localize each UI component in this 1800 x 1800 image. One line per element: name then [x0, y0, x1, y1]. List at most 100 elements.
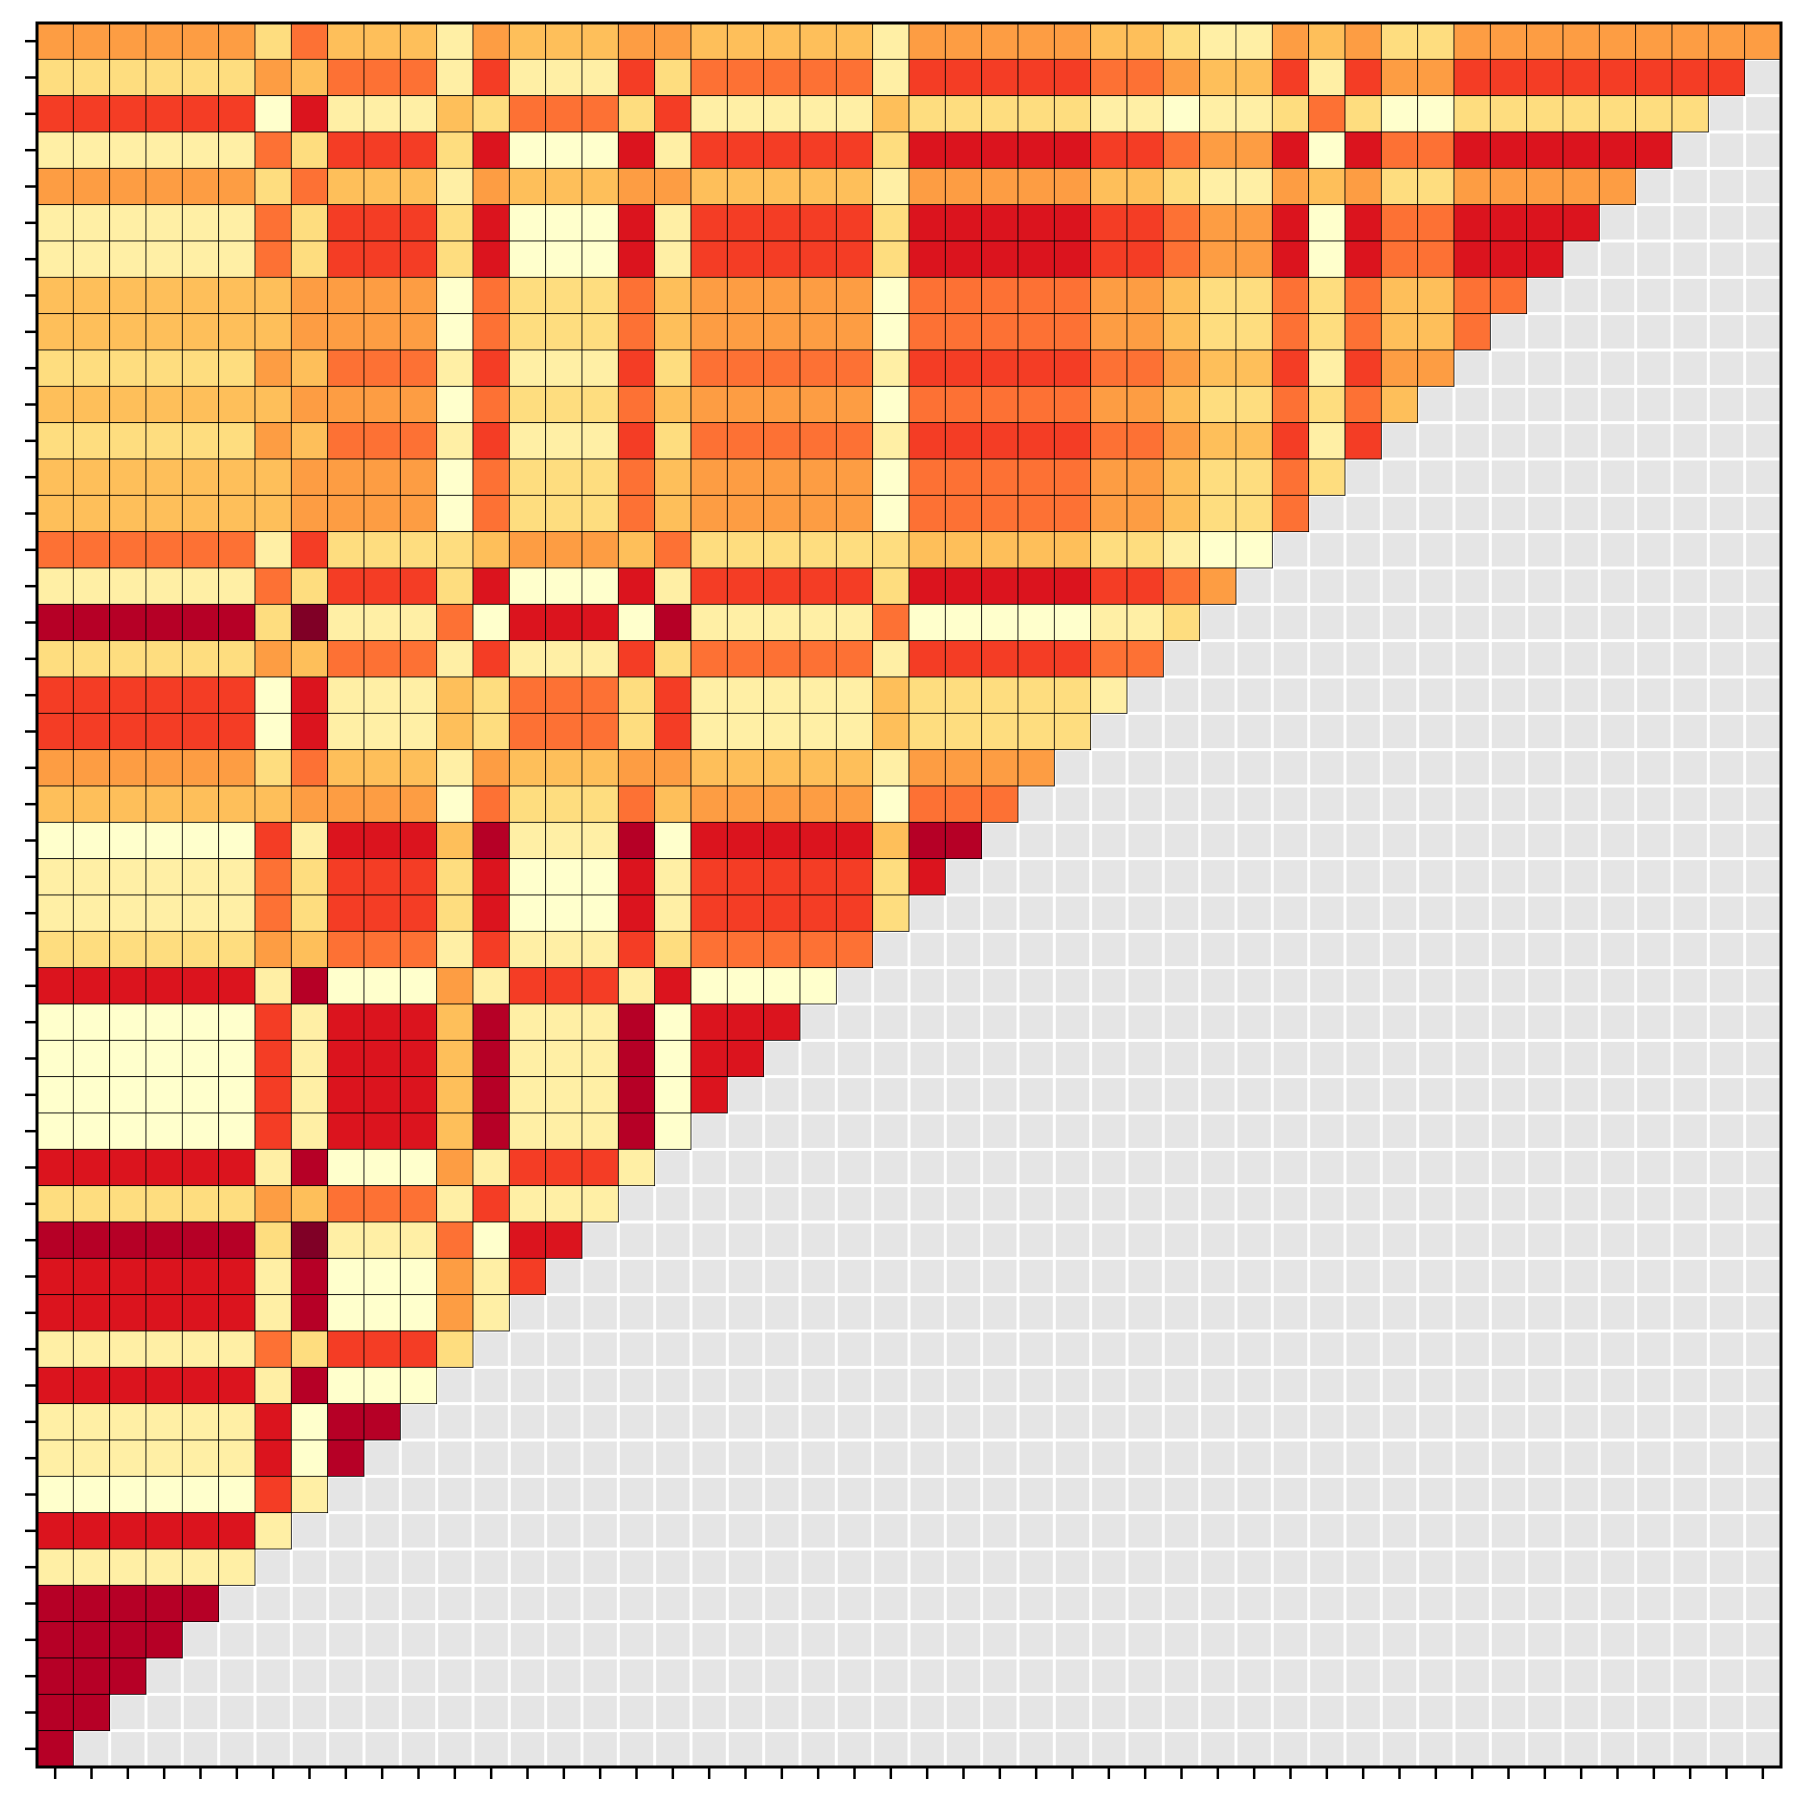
heatmap-cell: [290, 95, 329, 133]
heatmap-cell: [872, 385, 910, 424]
heatmap-cell: [617, 95, 656, 133]
heatmap-cell: [581, 930, 619, 969]
heatmap-cell: [36, 821, 74, 860]
heatmap-cell: [36, 494, 74, 533]
heatmap-cell: [654, 240, 692, 278]
heatmap-cell: [218, 276, 256, 315]
heatmap-cell: [72, 95, 111, 133]
heatmap-cell: [545, 821, 583, 860]
heatmap-cell: [1126, 167, 1164, 206]
heatmap-cell: [690, 821, 728, 860]
heatmap-cell: [654, 22, 692, 60]
heatmap-cell: [399, 1148, 438, 1187]
heatmap-cell: [145, 1475, 183, 1514]
heatmap-cell: [109, 603, 147, 642]
heatmap-cell: [508, 494, 547, 533]
heatmap-cell: [1235, 167, 1273, 206]
heatmap-cell: [654, 349, 692, 387]
heatmap-cell: [472, 967, 510, 1005]
heatmap-cell: [399, 385, 438, 424]
heatmap-cell: [363, 749, 401, 787]
heatmap-cell: [908, 385, 946, 424]
heatmap-cell: [399, 676, 438, 714]
heatmap-cell: [944, 349, 983, 387]
heatmap-cell: [1126, 640, 1164, 678]
heatmap-cell: [472, 204, 510, 242]
heatmap-cell: [72, 58, 111, 97]
heatmap-cell: [472, 1148, 510, 1187]
heatmap-cell: [763, 531, 801, 569]
heatmap-cell: [436, 821, 474, 860]
heatmap-cell: [109, 1294, 147, 1332]
heatmap-cell: [109, 385, 147, 424]
heatmap-cell: [726, 531, 765, 569]
heatmap-cell: [327, 1076, 365, 1114]
heatmap-cell: [581, 458, 619, 496]
heatmap-cell: [36, 240, 74, 278]
heatmap-cell: [72, 313, 111, 351]
heatmap-cell: [436, 1112, 474, 1150]
heatmap-cell: [981, 640, 1019, 678]
heatmap-cell: [763, 58, 801, 97]
heatmap-cell: [181, 1294, 220, 1332]
heatmap-cell: [72, 1076, 111, 1114]
heatmap-cell: [944, 821, 983, 860]
heatmap-cell: [545, 712, 583, 751]
heatmap-cell: [508, 531, 547, 569]
heatmap-cell: [145, 967, 183, 1005]
heatmap-cell: [545, 167, 583, 206]
heatmap-cell: [181, 1076, 220, 1114]
heatmap-cell: [726, 494, 765, 533]
heatmap-cell: [654, 95, 692, 133]
heatmap-cell: [1053, 385, 1092, 424]
heatmap-cell: [1417, 276, 1455, 315]
heatmap-cell: [218, 894, 256, 932]
heatmap-cell: [254, 1475, 292, 1514]
heatmap-cell: [290, 494, 329, 533]
heatmap-cell: [254, 22, 292, 60]
heatmap-cell: [581, 531, 619, 569]
heatmap-cell: [1126, 349, 1164, 387]
heatmap-cell: [1562, 131, 1600, 169]
heatmap-cell: [327, 676, 365, 714]
heatmap-cell: [218, 95, 256, 133]
heatmap-cell: [36, 422, 74, 460]
heatmap-cell: [72, 967, 111, 1005]
heatmap-cell: [145, 676, 183, 714]
heatmap-cell: [72, 1148, 111, 1187]
heatmap-cell: [218, 967, 256, 1005]
heatmap-cell: [581, 749, 619, 787]
heatmap-cell: [218, 240, 256, 278]
heatmap-cell: [908, 603, 946, 642]
heatmap-cell: [508, 204, 547, 242]
heatmap-cell: [617, 1148, 656, 1187]
heatmap-cell: [1053, 22, 1092, 60]
heatmap-cell: [363, 167, 401, 206]
heatmap-cell: [1235, 349, 1273, 387]
heatmap-cell: [1417, 95, 1455, 133]
heatmap-cell: [1380, 95, 1419, 133]
heatmap-cell: [218, 712, 256, 751]
heatmap-cell: [617, 349, 656, 387]
heatmap-cell: [1271, 22, 1310, 60]
heatmap-cell: [472, 1003, 510, 1041]
heatmap-cell: [1090, 313, 1128, 351]
heatmap-cell: [1235, 240, 1273, 278]
heatmap-cell: [436, 204, 474, 242]
heatmap-cell: [617, 858, 656, 896]
heatmap-cell: [835, 95, 874, 133]
heatmap-cell: [944, 458, 983, 496]
heatmap-cell: [835, 894, 874, 932]
heatmap-cell: [654, 276, 692, 315]
heatmap-cell: [1126, 204, 1164, 242]
heatmap-cell: [218, 1039, 256, 1078]
heatmap-cell: [145, 1439, 183, 1477]
heatmap-cell: [145, 240, 183, 278]
heatmap-cell: [109, 95, 147, 133]
heatmap-cell: [1090, 567, 1128, 605]
heatmap-cell: [1126, 95, 1164, 133]
heatmap-cell: [145, 1330, 183, 1368]
heatmap-cell: [1489, 95, 1528, 133]
heatmap-cell: [581, 1039, 619, 1078]
heatmap-cell: [72, 1221, 111, 1259]
